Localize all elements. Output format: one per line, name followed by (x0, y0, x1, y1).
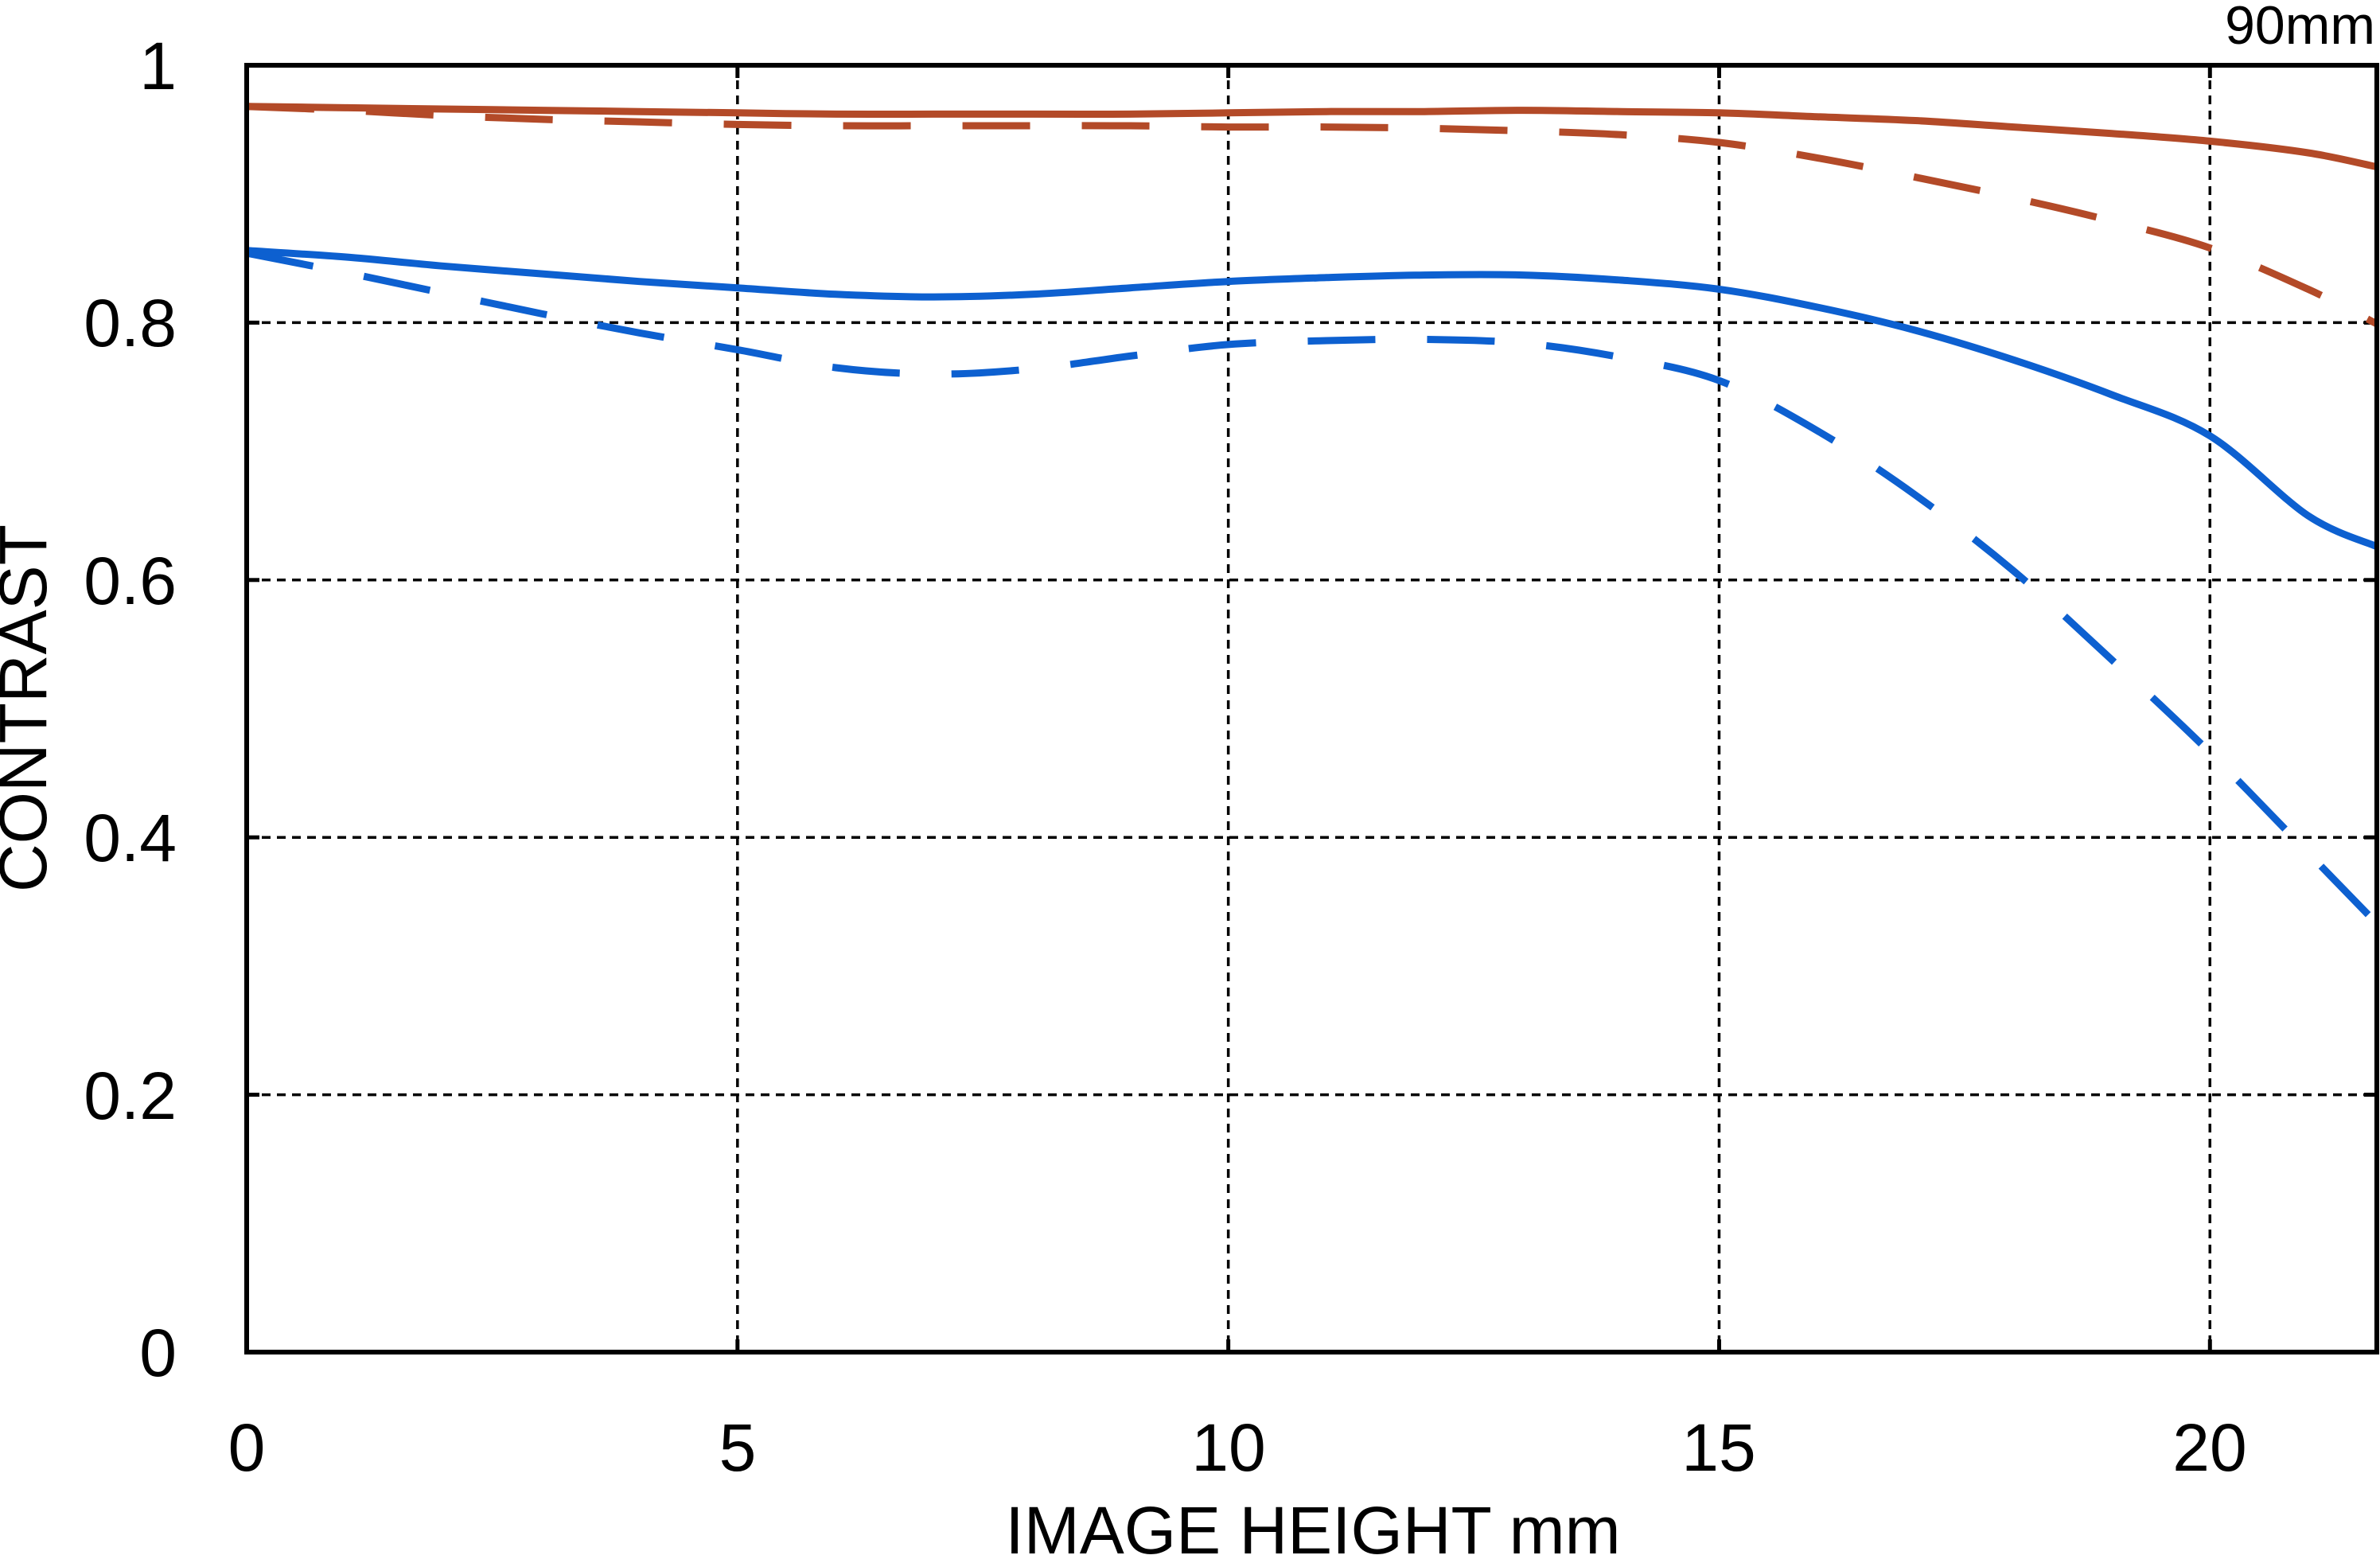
blue-dashed-curve (246, 249, 2380, 926)
red-solid-curve (246, 103, 2378, 171)
focal-length-label: 90mm (2225, 0, 2375, 56)
x-tick-label: 10 (1191, 1410, 1265, 1485)
blue-solid-curve (246, 247, 2378, 550)
plot-frame (244, 63, 2379, 1354)
x-tick-label: 0 (228, 1410, 266, 1485)
x-tick-label: 15 (1681, 1410, 1755, 1485)
x-tick-label: 20 (2172, 1410, 2246, 1485)
y-tick-label: 0 (139, 1315, 177, 1390)
x-axis-title: IMAGE HEIGHT mm (1005, 1493, 1620, 1563)
y-tick-label: 0.4 (84, 801, 177, 875)
gridlines (247, 65, 2377, 1352)
y-tick-label: 1 (139, 29, 177, 103)
axis-ticks (244, 63, 2377, 1354)
x-tick-label: 5 (719, 1410, 757, 1485)
y-axis-title: CONTRAST (0, 524, 60, 892)
y-tick-label: 0.2 (84, 1058, 177, 1133)
red-dashed-curve (246, 103, 2379, 328)
y-tick-label: 0.6 (84, 544, 177, 618)
mtf-curves (246, 103, 2380, 926)
y-tick-label: 0.8 (84, 286, 177, 361)
